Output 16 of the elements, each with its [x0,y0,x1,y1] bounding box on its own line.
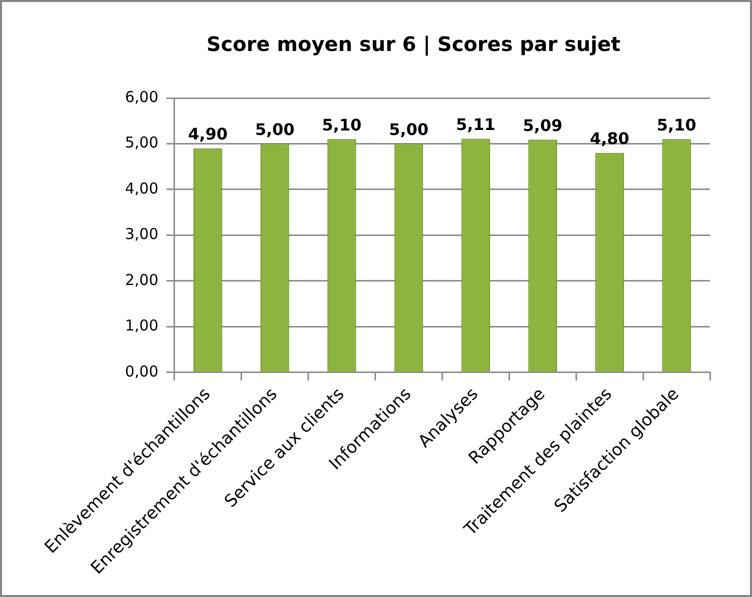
y-tick-label: 3,00 [124,225,158,244]
data-label: 5,00 [255,120,295,139]
data-label: 4,90 [188,124,228,144]
y-tick-label: 0,00 [124,362,158,380]
y-tick-label: 2,00 [124,270,158,289]
data-label: 5,09 [522,116,562,135]
data-label: 4,80 [590,129,630,148]
data-label: 5,10 [656,115,696,134]
data-label: 5,00 [388,120,428,139]
y-tick-label: 5,00 [124,134,158,152]
chart-title: Score moyen sur 6 | Scores par sujet [206,32,621,56]
data-label: 5,11 [456,114,496,134]
data-label: 5,10 [322,115,362,134]
y-tick-label: 6,00 [124,88,158,106]
y-tick-label: 1,00 [124,316,158,335]
y-tick-label: 4,00 [124,179,158,198]
